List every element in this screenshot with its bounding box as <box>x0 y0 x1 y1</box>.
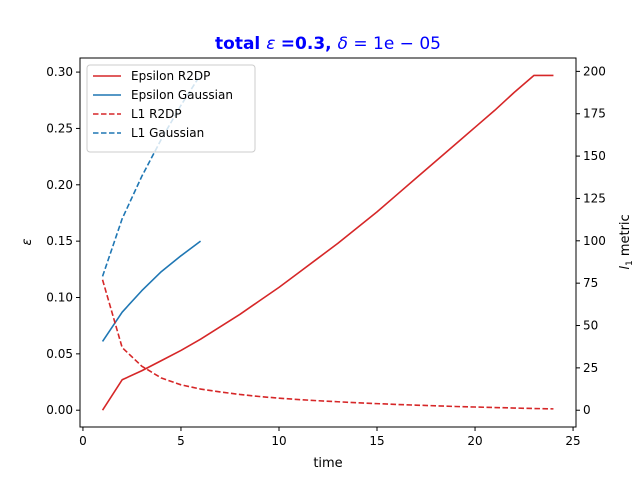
legend-label-2: Epsilon Gaussian <box>131 88 233 102</box>
x-tick-label: 25 <box>565 434 580 448</box>
y-axis-right-label: l1 metric <box>618 214 635 269</box>
y-left-tick-label: 0.30 <box>46 65 73 79</box>
y-axis-right-label-l: l <box>618 266 633 270</box>
y-left-tick-label: 0.20 <box>46 178 73 192</box>
y-right-tick-label: 125 <box>583 191 606 205</box>
y-left-tick-label: 0.10 <box>46 291 73 305</box>
y-axis-left-label: ε <box>20 238 35 245</box>
x-axis-label: time <box>313 456 342 471</box>
y-right-tick-label: 0 <box>583 403 591 417</box>
title-epsilon-symbol: ε <box>266 34 275 54</box>
y-left-tick-label: 0.00 <box>46 403 73 417</box>
y-right-tick-label: 50 <box>583 319 598 333</box>
y-axis-right-label-rest: metric <box>618 214 633 260</box>
legend-label-4: L1 Gaussian <box>131 126 204 140</box>
x-tick-label: 15 <box>369 434 384 448</box>
legend-label-3: L1 R2DP <box>131 107 182 121</box>
title-prefix: total <box>215 34 266 54</box>
y-axis-left: 0.00 0.05 0.10 0.15 0.20 0.25 0.30 <box>46 65 80 417</box>
x-axis: 0 5 10 15 20 25 <box>79 427 581 448</box>
y-left-tick-label: 0.15 <box>46 234 73 248</box>
title-delta-value: = 1e − 05 <box>353 34 441 54</box>
y-axis-right-label-subscript: 1 <box>625 260 635 266</box>
title-delta-symbol: δ <box>338 34 348 54</box>
x-tick-label: 5 <box>177 434 185 448</box>
series-line-1 <box>101 74 554 411</box>
y-right-tick-label: 175 <box>583 107 606 121</box>
x-tick-label: 20 <box>467 434 482 448</box>
x-tick-label: 0 <box>79 434 87 448</box>
plot-area <box>79 57 577 428</box>
y-axis-right: 0 25 50 75 100 125 150 175 200 <box>576 64 606 417</box>
y-right-tick-label: 200 <box>583 64 606 78</box>
y-right-tick-label: 75 <box>583 276 598 290</box>
legend-box <box>86 64 256 153</box>
y-right-tick-label: 25 <box>583 361 598 375</box>
chart-title: total ε =0.3, δ = 1e − 05 <box>215 34 441 54</box>
series-line-2 <box>101 240 202 342</box>
series-line-3 <box>101 279 554 410</box>
y-left-tick-label: 0.25 <box>46 121 73 135</box>
y-right-tick-label: 150 <box>583 149 606 163</box>
title-epsilon-value: =0.3, <box>281 34 338 54</box>
legend: Epsilon R2DP Epsilon Gaussian L1 R2DP L1 Ga… <box>86 64 256 153</box>
legend-label-1: Epsilon R2DP <box>131 69 210 83</box>
x-tick-label: 10 <box>271 434 286 448</box>
y-left-tick-label: 0.05 <box>46 347 73 361</box>
y-right-tick-label: 100 <box>583 234 606 248</box>
